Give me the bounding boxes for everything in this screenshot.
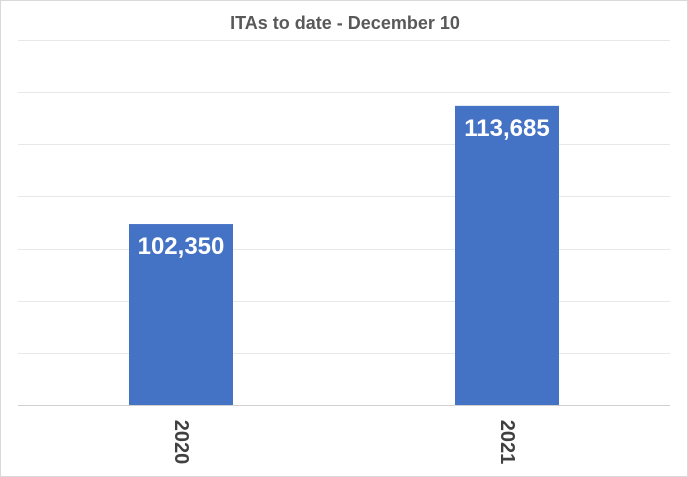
category-labels: 2020 2021 <box>170 420 518 465</box>
data-label-2020: 102,350 <box>138 233 225 260</box>
category-label-2020: 2020 <box>170 420 192 465</box>
data-label-2021: 113,685 <box>464 115 549 142</box>
bar-2020 <box>129 224 233 405</box>
category-label-2021: 2021 <box>496 420 518 465</box>
bar-2021 <box>455 105 559 405</box>
bars <box>129 105 559 405</box>
gridlines <box>18 40 670 406</box>
chart-title: ITAs to date - December 10 <box>230 13 460 33</box>
data-labels: 102,350 113,685 <box>138 115 550 260</box>
